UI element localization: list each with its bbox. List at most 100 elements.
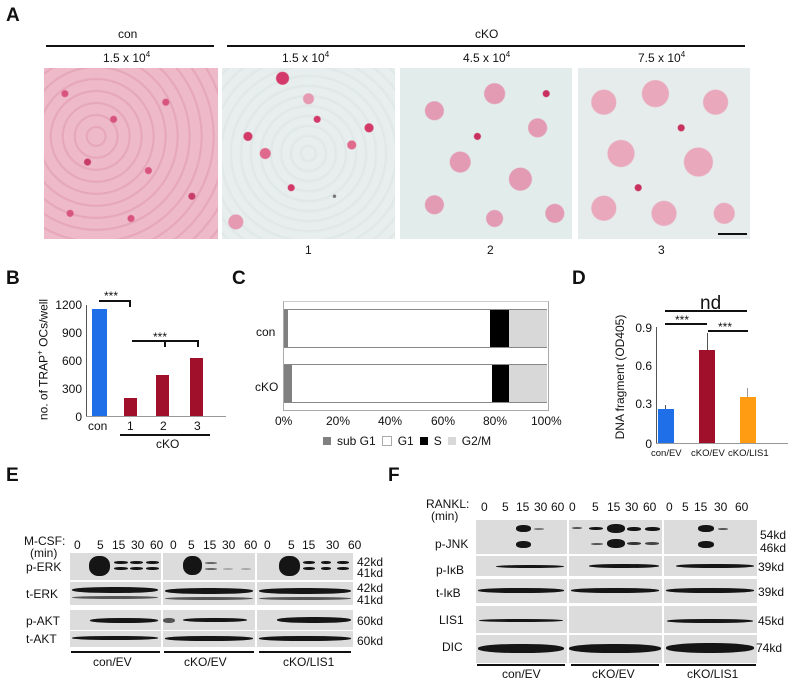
y-tick: 0.6 [635,359,652,373]
row-label-t-akt: t-AKT [26,632,57,646]
row-label-p-akt: p-AKT [26,614,61,628]
panel-label-a: A [6,5,20,26]
blot-dic-cko-lis1 [664,635,757,663]
blot-p-jnk-cko-ev [569,520,662,554]
sig-bracket-1 [665,323,707,325]
blot-p-erk-cko-ev [163,553,255,580]
sig-bracket-2 [708,330,748,332]
y-axis [86,305,87,417]
timepoints: 0 5 15 30 60 0 5 15 30 60 0 5 15 30 60 [481,500,749,514]
significance-stars-1: *** [675,313,690,327]
row-label-p-jnk: p-JNK [435,537,469,551]
blot-t-ikb-cko-lis1 [664,579,757,603]
blot-t-erk-cko-ev [163,582,255,605]
blot-t-erk-cko-lis1 [257,582,353,605]
bar-cko-ev [699,350,715,443]
group-line [477,664,565,666]
density-label-3: 4.5 x 104 [463,50,511,65]
treatment-label: RANKL: [426,497,470,511]
x-axis [656,443,788,444]
micrograph-cko-7-5e4 [578,68,750,239]
x-tick: 20% [326,414,351,428]
row-label-dic: DIC [442,640,463,654]
legend-label: G1 [397,434,414,448]
y-tick: 300 [61,382,82,396]
density-label-2: 1.5 x 104 [282,50,330,65]
mw-label: 60kd [357,614,384,628]
x-tick: 0% [275,414,293,428]
row-label-t-ikb: t-IκB [436,586,461,600]
image-number-1: 1 [305,243,312,257]
group-line [571,664,659,666]
nd-label: nd [700,293,722,314]
significance-stars-2: *** [718,320,733,334]
row-label-p-erk: p-ERK [26,560,62,574]
panel-label-f: F [388,465,400,486]
mw-label: 42kd [357,581,384,595]
stacked-bar-con [284,309,547,348]
image-number-3: 3 [658,243,665,257]
x-label-con: con [88,419,108,433]
blot-p-akt-cko-lis1 [257,610,353,630]
legend-swatch-subg1 [323,437,331,445]
blot-t-ikb-con [476,579,567,603]
mw-label: 54kd [760,528,787,542]
bar-cko-3 [190,358,203,416]
blot-p-jnk-cko-lis1 [664,520,757,554]
bar-cko-2 [156,375,169,416]
density-label-4: 7.5 x 104 [638,50,686,65]
group-line [164,651,254,653]
legend-label: sub G1 [337,434,376,448]
mw-label: 41kd [357,593,384,607]
row-label-t-erk: t-ERK [26,587,59,601]
segment-g2m [508,310,547,347]
row-label-con: con [256,325,276,339]
unit-label: (min) [431,509,459,523]
group-label: con/EV [93,655,132,669]
mw-label: 39kd [758,585,785,599]
timepoints: 0 5 15 30 60 0 5 15 30 60 0 5 15 30 60 [74,538,362,552]
micrograph-con-1-5e4 [44,68,218,239]
x-tick: 60% [431,414,456,428]
y-tick: 0.3 [635,397,652,411]
mw-label: 74kd [756,641,783,655]
legend-swatch-g1 [381,436,392,446]
mw-label: 41kd [357,566,384,580]
blot-lis1-cko-ev [569,606,662,633]
blot-p-ikb-cko-ev [569,556,662,576]
group-label: cKO/LIS1 [283,655,335,669]
group-label: cKO/EV [592,667,635,681]
blot-dic-cko-ev [569,635,662,663]
y-tick: 0 [645,437,652,451]
segment-subg1 [284,365,292,402]
x-label-2: 2 [160,419,167,433]
blot-lis1-cko-lis1 [664,606,757,633]
group-label: cKO/LIS1 [687,667,739,681]
error-bar [707,333,708,350]
legend-label: S [433,434,442,448]
image-number-2: 2 [487,243,494,257]
micrograph-cko-4-5e4 [400,68,572,239]
mw-label: 42kd [357,555,384,569]
x-label-3: 3 [194,419,201,433]
group-line-cko [227,45,745,47]
group-label: con/EV [502,667,541,681]
legend: sub G1 G1 S G2/M [323,434,491,448]
blot-t-akt-cko-lis1 [257,631,353,647]
blot-p-erk-con [70,553,161,580]
blot-p-akt-cko-ev [163,610,255,630]
y-tick: 900 [61,326,82,340]
group-label: cKO/EV [184,655,227,669]
segment-s [490,310,509,347]
x-label-1: 1 [127,419,134,433]
y-tick: 1200 [55,298,82,312]
panel-label-c: C [232,268,246,289]
panel-label-d: D [572,268,586,289]
error-bar [747,388,748,397]
density-label-1: 1.5 x 104 [103,50,151,65]
sig-bracket-1 [99,300,130,302]
nd-bracket [665,310,747,312]
legend-swatch-s [419,437,428,445]
micrograph-cko-1-5e4 [222,68,395,239]
blot-t-ikb-cko-ev [569,579,662,603]
